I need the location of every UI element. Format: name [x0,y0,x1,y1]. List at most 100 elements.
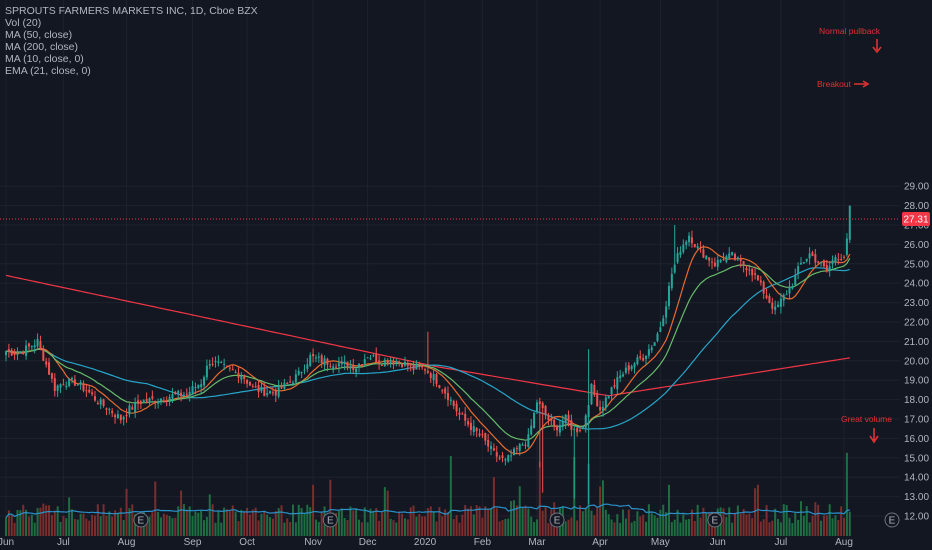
candle-body [676,253,679,263]
volume-bar [303,513,306,536]
candle-body [725,256,728,262]
candle-body [512,448,515,456]
volume-bar [277,508,280,536]
volume-bar [65,518,68,536]
volume-bar [409,507,412,536]
volume-bar [567,519,570,536]
earnings-marker-icon[interactable] [322,512,338,528]
volume-bar [478,506,481,536]
candle-body [762,281,765,294]
volume-bar [297,504,300,536]
earnings-marker-icon[interactable] [884,512,900,528]
candle-body [251,385,254,387]
volume-bar [811,515,814,536]
candle-body [99,399,102,405]
candle-body [777,304,780,307]
volume-bar [421,516,424,536]
volume-bar [802,515,805,536]
volume-bar [294,522,297,536]
candle-body [501,455,504,458]
candle-body [286,382,289,384]
legend-ma50[interactable]: MA (50, close) [5,29,73,41]
candle-body [808,253,811,259]
candle-body [541,402,544,409]
volume-bar [673,519,676,536]
candle-body [56,385,59,391]
earnings-marker-icon[interactable] [707,512,723,528]
volume-bar [185,509,188,536]
legend-vol[interactable]: Vol (20) [5,17,42,29]
candle-body [102,399,105,406]
volume-bar [386,490,389,536]
volume-bar [670,522,673,536]
earnings-marker-label: E [327,516,334,527]
candle-body [260,386,263,392]
volume-bar [498,521,501,536]
volume-bar [725,517,728,536]
volume-bar [845,452,848,536]
price-axis[interactable]: 12.00 13.00 14.00 15.00 16.00 17.00 18.00 19.00… [904,182,929,523]
earnings-marker-icon[interactable] [549,512,565,528]
volume-bar [624,518,627,536]
candle-body [579,429,581,431]
volume-bar [751,518,754,536]
time-tick-label: Nov [304,537,322,548]
volume-bar [114,510,117,536]
legend-ma10[interactable]: MA (10, close, 0) [5,53,84,65]
candle-body [59,384,62,388]
volume-bar [68,497,71,536]
candle-body [556,425,559,431]
candle-body [177,390,180,394]
candle-body [48,362,51,375]
volume-bar [676,509,679,536]
candle-body [791,286,794,289]
candle-body [228,367,231,369]
candle-body [352,365,355,371]
legend-ema21[interactable]: EMA (21, close, 0) [5,65,91,77]
volume-bar [688,518,691,536]
candle-body [573,429,576,431]
candle-body [50,373,53,379]
volume-bar [507,518,510,536]
candle-body [601,406,604,411]
candle-body [848,205,851,240]
time-tick-label: Aug [118,537,136,548]
volume-bar [762,519,765,536]
earnings-marker-icon[interactable] [133,512,149,528]
volume-bar [343,518,346,536]
candle-body [768,296,771,303]
volume-bar [234,511,237,536]
volume-bar [791,523,794,536]
volume-bar [487,509,490,536]
legend-title[interactable]: SPROUTS FARMERS MARKETS INC, 1D, Cboe BZ… [5,5,258,17]
candle-body [510,455,513,457]
candle-body [722,259,725,261]
candle-body [670,273,673,289]
volume-bar [524,505,527,536]
volume-bar [650,513,653,536]
volume-bar [828,504,831,536]
volume-bar [159,517,162,536]
legend-ma200[interactable]: MA (200, close) [5,41,78,53]
volume-bar [369,508,372,536]
volume-bar [481,517,484,536]
candle-body [711,261,714,263]
candle-body [105,408,108,410]
volume-bar [119,507,122,536]
volume-bar [444,509,447,536]
candle-body [822,260,825,267]
volume-bar [274,511,277,536]
volume-bar [27,516,30,536]
candle-body [814,254,817,263]
candle-body [805,258,808,262]
volume-bar [271,518,274,536]
candle-body [794,274,797,286]
candle-body [96,402,99,405]
candle-body [111,410,114,414]
time-axis[interactable]: Jun Jul Aug Sep Oct Nov Dec 2020 Feb Mar Apr May Jun… [0,537,853,548]
time-tick-label: Jun [710,537,726,548]
volume-bar [228,511,231,536]
candle-body [719,259,722,262]
